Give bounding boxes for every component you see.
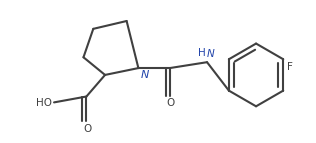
Text: N: N bbox=[207, 49, 215, 59]
Text: O: O bbox=[167, 99, 175, 109]
Text: O: O bbox=[83, 124, 92, 134]
Text: F: F bbox=[287, 62, 293, 72]
Text: N: N bbox=[140, 70, 149, 80]
Text: H: H bbox=[198, 48, 206, 58]
Text: HO: HO bbox=[36, 98, 52, 108]
